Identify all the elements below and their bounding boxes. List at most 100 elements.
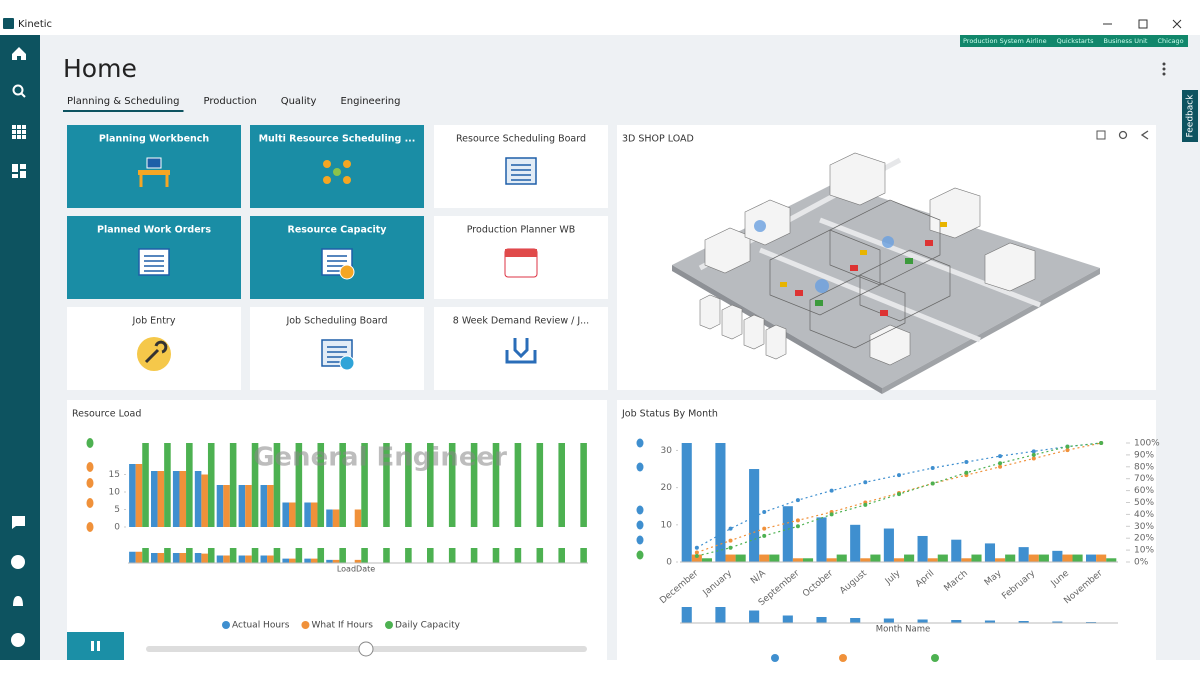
tile-label[interactable]: Job Scheduling Board xyxy=(285,316,387,327)
cumulative-point xyxy=(762,526,767,531)
legend-swatch xyxy=(839,654,847,662)
series-marker xyxy=(636,550,644,560)
tab[interactable]: Quality xyxy=(281,96,317,107)
search-icon[interactable] xyxy=(12,84,24,96)
cumulative-point xyxy=(998,454,1003,459)
tile[interactable]: Production Planner WB xyxy=(434,216,608,299)
chat-icon[interactable] xyxy=(12,516,25,529)
bar xyxy=(223,485,230,527)
overview-bar xyxy=(536,548,544,563)
legend-label: Daily Capacity xyxy=(395,621,461,631)
slider-knob[interactable] xyxy=(358,641,374,657)
y-tick-label: 0 xyxy=(666,558,672,568)
tile-label[interactable]: Resource Capacity xyxy=(288,225,388,236)
tile-background[interactable] xyxy=(250,125,424,208)
dashboard-icon[interactable] xyxy=(12,164,26,178)
bar xyxy=(984,543,996,562)
tile-label[interactable]: Production Planner WB xyxy=(467,225,575,236)
open-icon[interactable] xyxy=(1096,130,1106,140)
cumulative-point xyxy=(1031,452,1036,457)
bar xyxy=(1005,554,1016,562)
legend-swatch xyxy=(301,621,310,629)
tile-icon xyxy=(343,160,351,168)
bar xyxy=(317,443,325,527)
cumulative-point xyxy=(964,470,969,475)
tile[interactable]: Job Entry xyxy=(67,307,241,390)
more-menu[interactable] xyxy=(1162,62,1166,76)
share-icon[interactable] xyxy=(1140,130,1149,140)
tile-background[interactable] xyxy=(434,307,608,390)
bar xyxy=(1062,554,1073,562)
series-marker xyxy=(636,505,644,515)
overview-bar xyxy=(354,559,362,563)
tile-label[interactable]: Multi Resource Scheduling ... xyxy=(259,134,416,145)
tile-icon xyxy=(139,175,169,187)
tile-label[interactable]: Job Entry xyxy=(132,316,176,327)
tile[interactable]: Planning Workbench xyxy=(67,125,241,208)
context-item[interactable]: Quickstarts xyxy=(1057,37,1095,45)
apps-icon[interactable] xyxy=(12,125,26,139)
bar xyxy=(194,471,202,527)
tile-icon xyxy=(323,176,331,184)
overview-bar xyxy=(304,558,311,563)
bar xyxy=(904,554,915,562)
overview-bar xyxy=(260,555,268,563)
context-bar xyxy=(960,35,1188,47)
bar xyxy=(701,558,713,562)
cumulative-point xyxy=(795,518,800,523)
tile-icon xyxy=(138,170,170,175)
pause-bar xyxy=(97,641,100,651)
shop-load-title: 3D SHOP LOAD xyxy=(622,134,694,145)
play-button[interactable] xyxy=(67,632,124,660)
tab[interactable]: Engineering xyxy=(340,96,400,107)
feedback-label[interactable]: Feedback xyxy=(1186,94,1196,138)
tile-label[interactable]: Resource Scheduling Board xyxy=(456,134,586,145)
notifications-icon[interactable] xyxy=(13,596,23,607)
y2-tick-label: 70% xyxy=(1134,474,1154,484)
cumulative-point xyxy=(829,488,834,493)
tab[interactable]: Planning & Scheduling xyxy=(67,96,180,107)
close-button[interactable] xyxy=(1172,19,1182,29)
context-item[interactable]: Production System Airline xyxy=(963,37,1047,45)
bar xyxy=(769,554,780,562)
series-marker xyxy=(636,535,644,545)
context-item[interactable]: Business Unit xyxy=(1104,37,1148,45)
tile[interactable]: Resource Capacity xyxy=(250,216,424,299)
tile-label[interactable]: Planned Work Orders xyxy=(97,225,211,236)
overview-bar xyxy=(749,610,760,623)
tile[interactable]: Planned Work Orders xyxy=(67,216,241,299)
overview-bar xyxy=(179,553,187,563)
home-icon[interactable] xyxy=(12,47,26,60)
bar xyxy=(802,558,814,562)
refresh-icon[interactable] xyxy=(1118,130,1128,140)
tile[interactable]: Job Scheduling Board xyxy=(250,307,424,390)
overview-bar xyxy=(267,555,274,563)
feedback-tab[interactable] xyxy=(1182,90,1198,142)
help-icon[interactable] xyxy=(11,555,25,569)
cumulative-point xyxy=(964,460,969,465)
overview-bar xyxy=(361,548,368,563)
context-item[interactable]: Chicago xyxy=(1157,37,1183,45)
overview-bar xyxy=(558,548,565,563)
bar xyxy=(826,558,837,562)
chart-watermark: General Engineer xyxy=(253,443,507,473)
y-tick-label: 10 xyxy=(109,488,121,498)
job-status-title: Job Status By Month xyxy=(621,409,718,420)
bar xyxy=(427,443,434,527)
tile-icon xyxy=(505,338,537,364)
tile-label[interactable]: 8 Week Demand Review / J... xyxy=(453,316,589,327)
tile[interactable]: Multi Resource Scheduling ... xyxy=(250,125,424,208)
tile[interactable]: Resource Scheduling Board xyxy=(434,125,608,208)
bar xyxy=(216,485,224,527)
user-icon[interactable] xyxy=(11,633,25,647)
y2-tick-label: 100% xyxy=(1134,439,1160,449)
maximize-button[interactable] xyxy=(1138,19,1148,29)
bar xyxy=(883,528,894,562)
y-tick-label: 0 xyxy=(114,523,120,533)
bar xyxy=(135,464,143,527)
tile-label[interactable]: Planning Workbench xyxy=(99,134,210,145)
cumulative-point xyxy=(694,550,699,555)
overview-bar xyxy=(135,551,143,563)
tab[interactable]: Production xyxy=(204,96,257,107)
tile[interactable]: 8 Week Demand Review / J... xyxy=(434,307,608,390)
